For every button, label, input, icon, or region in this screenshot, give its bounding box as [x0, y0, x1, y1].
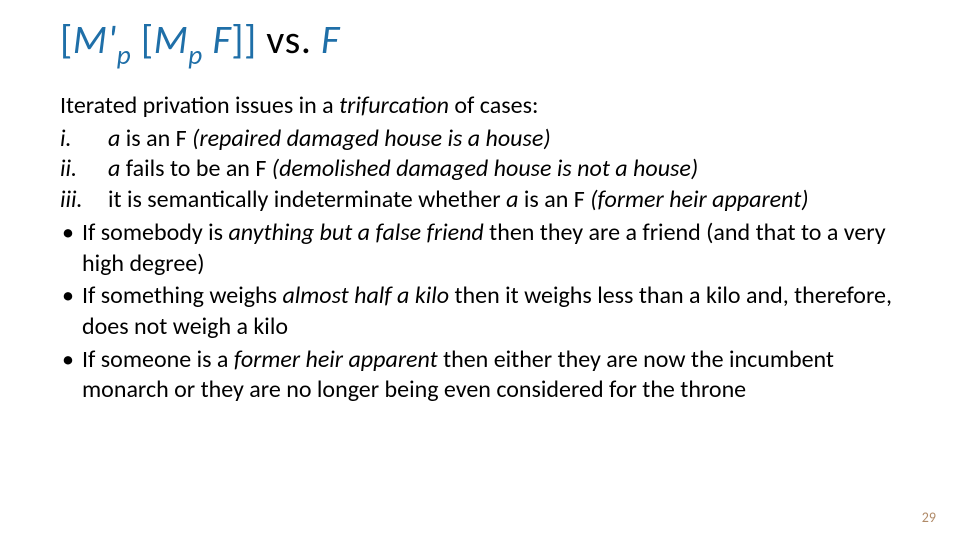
- title-vs: vs.: [257, 15, 321, 64]
- item-iii: iii. it is semantically indeterminate wh…: [60, 185, 900, 216]
- bracket-open-1: [: [60, 15, 73, 64]
- bullet-1-dot: •: [60, 218, 82, 279]
- slide-title: [M'p [Mp F]] vs. F: [60, 18, 900, 69]
- bullet-2-pre: If something weighs: [82, 281, 282, 310]
- item-i-text: a is an F (repaired damaged house is a h…: [108, 124, 900, 155]
- bullet-2-em: almost half a kilo: [282, 281, 449, 310]
- bullet-2-dot: •: [60, 281, 82, 342]
- item-iii-paren: (former heir apparent): [590, 185, 808, 214]
- bullet-1-text: If somebody is anything but a false frie…: [82, 218, 900, 279]
- title-f: F: [212, 15, 231, 64]
- bullet-3-text: If someone is a former heir apparent the…: [82, 345, 900, 406]
- item-ii-a: a: [108, 154, 120, 183]
- item-ii-paren: (demolished damaged house is not a house…: [272, 154, 698, 183]
- bracket-close: ]]: [231, 15, 257, 64]
- bullet-3: • If someone is a former heir apparent t…: [60, 345, 900, 406]
- title-space2: [203, 15, 213, 64]
- item-iii-mid: is an F: [518, 185, 590, 214]
- title-sub-p1: p: [117, 39, 131, 72]
- intro-tail: of cases:: [449, 91, 538, 120]
- intro-trifurcation: trifurcation: [339, 91, 449, 120]
- title-m: M: [154, 15, 189, 64]
- item-i-num: i.: [60, 124, 108, 155]
- bullet-1-pre: If somebody is: [82, 218, 228, 247]
- roman-list: i. a is an F (repaired damaged house is …: [60, 124, 900, 216]
- bullet-2-text: If something weighs almost half a kilo t…: [82, 281, 900, 342]
- intro-line: Iterated privation issues in a trifurcat…: [60, 91, 900, 122]
- title-space1: [131, 15, 141, 64]
- bullet-1: • If somebody is anything but a false fr…: [60, 218, 900, 279]
- slide-body: Iterated privation issues in a trifurcat…: [60, 91, 900, 406]
- page-number: 29: [922, 509, 936, 526]
- bullet-1-em: anything but a false friend: [228, 218, 483, 247]
- item-iii-a: a: [506, 185, 518, 214]
- bullet-3-dot: •: [60, 345, 82, 406]
- item-i: i. a is an F (repaired damaged house is …: [60, 124, 900, 155]
- bracket-open-2: [: [141, 15, 154, 64]
- title-f2: F: [321, 15, 340, 64]
- intro-lead: Iterated privation issues in a: [60, 91, 339, 120]
- item-i-a: a: [108, 124, 120, 153]
- title-mprime: M': [73, 15, 117, 64]
- item-ii-mid: fails to be an F: [120, 154, 271, 183]
- title-sub-p2: p: [188, 39, 202, 72]
- bullet-3-em: former heir apparent: [234, 345, 438, 374]
- bullet-2: • If something weighs almost half a kilo…: [60, 281, 900, 342]
- item-ii-text: a fails to be an F (demolished damaged h…: [108, 154, 900, 185]
- item-iii-pre: it is semantically indeterminate whether: [108, 185, 506, 214]
- bullet-list: • If somebody is anything but a false fr…: [60, 218, 900, 406]
- item-iii-num: iii.: [60, 185, 108, 216]
- item-i-paren: (repaired damaged house is a house): [192, 124, 551, 153]
- item-i-mid: is an F: [120, 124, 192, 153]
- slide: [M'p [Mp F]] vs. F Iterated privation is…: [0, 0, 960, 540]
- item-ii-num: ii.: [60, 154, 108, 185]
- item-iii-text: it is semantically indeterminate whether…: [108, 185, 900, 216]
- bullet-3-pre: If someone is a: [82, 345, 234, 374]
- item-ii: ii. a fails to be an F (demolished damag…: [60, 154, 900, 185]
